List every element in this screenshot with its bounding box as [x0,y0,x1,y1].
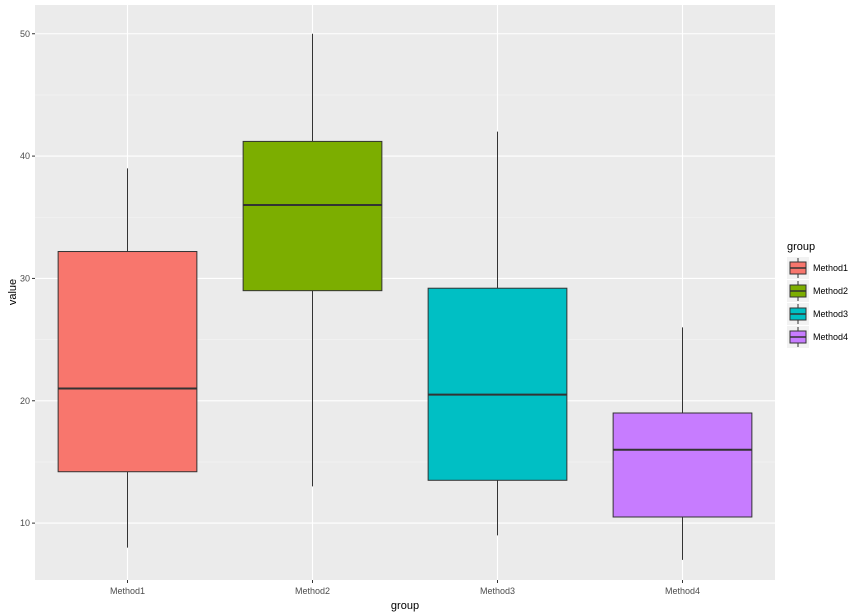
box-body [57,251,198,473]
legend-label: Method1 [813,263,848,273]
box-method3 [427,131,568,536]
legend-item-method1: Method1 [787,257,848,279]
legend: group Method1 Method2 Method3 Method4 [787,241,848,348]
box-method4 [612,327,753,560]
y-tick-label: 30 [20,273,30,283]
y-axis-ticks: 10 20 30 40 50 [20,29,35,528]
y-tick-label: 40 [20,151,30,161]
legend-item-method4: Method4 [787,326,848,348]
y-tick-label: 10 [20,518,30,528]
legend-item-method2: Method2 [787,280,848,302]
y-tick-label: 50 [20,29,30,39]
boxes [57,33,753,560]
y-axis-title: value [7,279,19,305]
x-tick-label: Method2 [295,586,330,596]
legend-label: Method3 [813,309,848,319]
x-axis-ticks: Method1 Method2 Method3 Method4 [110,580,700,596]
x-axis-title: group [391,600,419,612]
legend-item-method3: Method3 [787,303,848,325]
box-method2 [242,33,383,487]
y-tick-label: 20 [20,396,30,406]
box-body [427,287,568,481]
box-body [242,140,383,292]
legend-label: Method2 [813,286,848,296]
legend-label: Method4 [813,332,848,342]
legend-title: group [787,241,815,253]
x-tick-label: Method3 [480,586,515,596]
box-method1 [57,168,198,548]
x-tick-label: Method1 [110,586,145,596]
box-body [612,412,753,518]
x-tick-label: Method4 [665,586,700,596]
